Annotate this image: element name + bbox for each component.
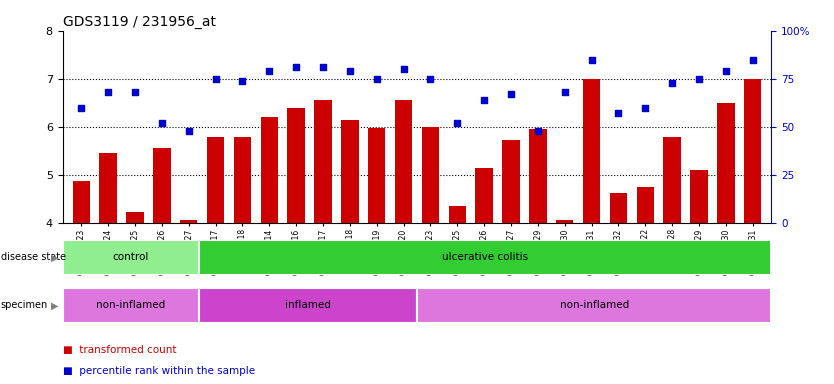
Bar bbox=[126, 212, 143, 223]
Text: inflamed: inflamed bbox=[285, 300, 331, 310]
Bar bbox=[198, 240, 771, 275]
Bar bbox=[341, 119, 359, 223]
Point bbox=[477, 97, 490, 103]
Bar bbox=[368, 127, 385, 223]
Bar bbox=[529, 129, 546, 223]
Bar bbox=[556, 220, 574, 223]
Point bbox=[102, 89, 115, 95]
Point bbox=[585, 56, 598, 63]
Bar bbox=[394, 100, 412, 223]
Bar bbox=[663, 137, 681, 223]
Bar bbox=[63, 288, 198, 323]
Bar bbox=[63, 240, 198, 275]
Bar bbox=[475, 167, 493, 223]
Text: disease state: disease state bbox=[1, 252, 66, 262]
Bar bbox=[234, 137, 251, 223]
Bar bbox=[502, 140, 520, 223]
Bar bbox=[314, 100, 332, 223]
Text: non-inflamed: non-inflamed bbox=[560, 300, 629, 310]
Bar bbox=[583, 79, 600, 223]
Point bbox=[558, 89, 571, 95]
Point bbox=[719, 68, 732, 74]
Bar bbox=[198, 288, 417, 323]
Text: GDS3119 / 231956_at: GDS3119 / 231956_at bbox=[63, 15, 215, 29]
Text: ulcerative colitis: ulcerative colitis bbox=[442, 252, 528, 262]
Point bbox=[531, 127, 545, 134]
Bar bbox=[180, 220, 198, 223]
Point bbox=[209, 76, 223, 82]
Bar bbox=[636, 187, 654, 223]
Text: ▶: ▶ bbox=[51, 300, 58, 310]
Text: specimen: specimen bbox=[1, 300, 48, 310]
Point bbox=[666, 79, 679, 86]
Bar bbox=[288, 108, 305, 223]
Bar bbox=[744, 79, 761, 223]
Point bbox=[182, 127, 195, 134]
Point bbox=[316, 64, 329, 70]
Bar bbox=[99, 153, 117, 223]
Bar bbox=[610, 193, 627, 223]
Text: ■  transformed count: ■ transformed count bbox=[63, 345, 176, 355]
Bar bbox=[153, 148, 171, 223]
Point bbox=[75, 104, 88, 111]
Bar bbox=[417, 288, 771, 323]
Point bbox=[289, 64, 303, 70]
Point bbox=[236, 78, 249, 84]
Text: ■  percentile rank within the sample: ■ percentile rank within the sample bbox=[63, 366, 254, 376]
Point bbox=[692, 76, 706, 82]
Bar bbox=[207, 137, 224, 223]
Point bbox=[505, 91, 518, 97]
Point bbox=[370, 76, 384, 82]
Point bbox=[344, 68, 357, 74]
Point bbox=[611, 110, 625, 116]
Point bbox=[397, 66, 410, 72]
Bar bbox=[260, 117, 278, 223]
Text: control: control bbox=[113, 252, 149, 262]
Bar bbox=[717, 103, 735, 223]
Bar bbox=[73, 181, 90, 223]
Point bbox=[155, 120, 168, 126]
Point bbox=[450, 120, 464, 126]
Text: non-inflamed: non-inflamed bbox=[96, 300, 165, 310]
Point bbox=[424, 76, 437, 82]
Point bbox=[263, 68, 276, 74]
Point bbox=[746, 56, 759, 63]
Point bbox=[128, 89, 142, 95]
Point bbox=[639, 104, 652, 111]
Bar bbox=[449, 206, 466, 223]
Text: ▶: ▶ bbox=[51, 252, 58, 262]
Bar bbox=[422, 127, 440, 223]
Bar bbox=[691, 170, 708, 223]
